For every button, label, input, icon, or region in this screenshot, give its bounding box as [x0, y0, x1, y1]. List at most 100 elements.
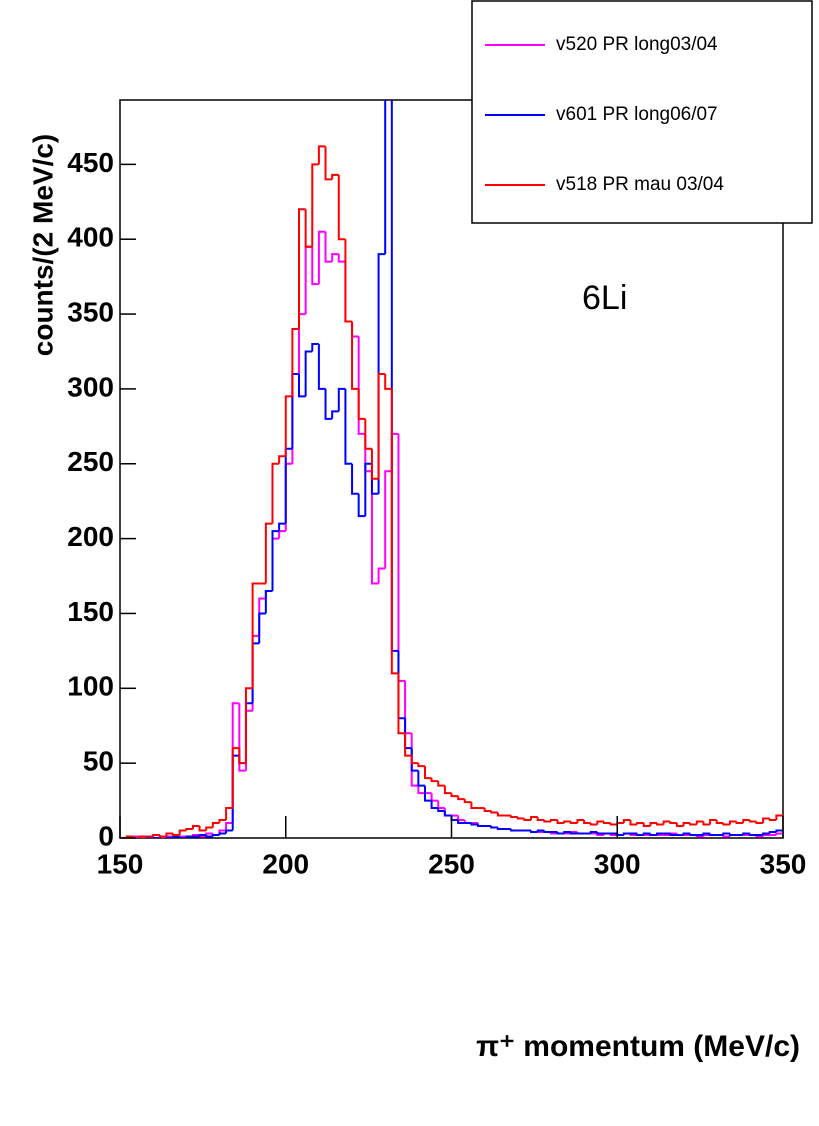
histogram-bin — [417, 770, 425, 787]
histogram-bin — [351, 463, 359, 495]
histogram-bin — [364, 418, 372, 450]
histogram-bin — [742, 832, 750, 836]
histogram-bin — [689, 833, 697, 837]
histogram-bin — [198, 826, 207, 832]
histogram-bin — [556, 832, 565, 835]
histogram-bin — [450, 793, 459, 798]
histogram-bin — [417, 763, 425, 768]
histogram-bin — [384, 373, 392, 390]
histograms — [120, 100, 783, 838]
histogram-bin — [748, 820, 757, 823]
histogram-bin — [278, 522, 286, 532]
histogram-bin — [748, 833, 757, 837]
histogram-bin — [742, 819, 750, 824]
histogram-bin — [569, 832, 578, 835]
histogram-bin — [490, 811, 498, 814]
histogram-bin — [417, 785, 425, 795]
histogram-bin — [543, 830, 551, 834]
y-axis-label: counts/(2 MeV/c) — [27, 134, 58, 356]
y-tick-label: 50 — [83, 746, 114, 777]
histogram-bin — [298, 208, 306, 330]
histogram-bin — [271, 462, 280, 524]
histogram-bin — [191, 825, 200, 830]
histogram-bin — [430, 800, 439, 810]
y-tick-label: 150 — [67, 596, 114, 627]
histogram-bin — [370, 471, 379, 585]
legend-label: v601 PR long06/07 — [556, 104, 718, 125]
histogram-bin — [390, 388, 399, 675]
histogram-bin — [324, 146, 333, 181]
histogram-bin — [384, 100, 387, 255]
histogram-bin — [218, 832, 227, 836]
x-tick-label: 150 — [97, 848, 144, 879]
y-tick-label: 300 — [67, 371, 114, 402]
histogram-bin — [317, 145, 326, 165]
histogram-bin — [483, 808, 492, 813]
histogram-bin — [218, 819, 227, 824]
histogram-bin — [311, 246, 319, 286]
histogram-bin — [775, 814, 783, 821]
histogram-bin — [443, 811, 452, 817]
histogram-bin — [602, 821, 611, 825]
histogram-bin — [370, 448, 379, 480]
histogram-bin — [437, 808, 445, 813]
histogram-bin — [642, 832, 651, 836]
histogram-bin — [198, 834, 207, 837]
histogram-bin — [622, 832, 631, 836]
histogram-bin — [337, 387, 346, 412]
histogram-bin — [496, 812, 505, 817]
histogram-bin — [430, 793, 439, 802]
histogram-bin — [649, 833, 658, 837]
y-tick-label: 400 — [67, 222, 114, 253]
histogram-bin — [244, 687, 253, 764]
histogram-bin — [583, 820, 591, 825]
histogram-bin — [762, 817, 770, 824]
histogram-bin — [437, 800, 445, 810]
histogram-bin — [284, 395, 293, 457]
histogram-bin — [689, 823, 697, 826]
histogram-bin — [543, 820, 551, 823]
histogram-bin — [423, 766, 432, 780]
histogram-bin — [457, 796, 465, 801]
histogram-bin — [589, 823, 598, 826]
histogram-bin — [437, 781, 445, 787]
x-tick-label: 300 — [594, 848, 641, 879]
histogram-bin — [695, 820, 704, 825]
histogram-bin — [762, 834, 770, 837]
histogram-bin — [682, 832, 691, 836]
x-tick-label: 250 — [428, 848, 475, 879]
histogram-bin — [457, 820, 465, 825]
histogram-bin — [172, 835, 180, 838]
x-axis-label: π⁺ momentum (MeV/c) — [476, 1030, 800, 1063]
histogram-bin — [728, 820, 737, 825]
legend-label: v520 PR long03/04 — [556, 34, 718, 55]
histogram-bin — [768, 831, 777, 834]
histogram-bin — [430, 778, 439, 783]
histogram-bin — [311, 343, 319, 352]
histogram-bin — [775, 829, 783, 833]
histogram-bin — [536, 829, 545, 833]
y-tick-label: 350 — [67, 296, 114, 327]
histogram-bin — [722, 823, 730, 826]
histogram-bin — [377, 567, 386, 584]
histogram-bin — [722, 832, 730, 836]
histogram-bin — [622, 819, 631, 824]
histogram-bin — [404, 733, 412, 757]
histogram-bin — [536, 817, 545, 822]
histogram-bin — [669, 821, 677, 825]
histogram-bin — [616, 822, 624, 825]
histogram-bin — [331, 410, 339, 419]
histogram-bin — [463, 799, 472, 804]
histogram-bin — [709, 833, 717, 837]
histogram-bin — [675, 823, 684, 828]
histogram-bin — [589, 831, 598, 834]
histogram-bin — [311, 163, 319, 247]
histogram-bin — [397, 433, 406, 682]
histogram-bin — [768, 818, 777, 822]
histogram-bin — [609, 823, 618, 826]
histogram-bin — [530, 816, 538, 821]
histogram-bin — [702, 832, 711, 836]
histogram-bin — [755, 821, 764, 825]
histogram-bin — [596, 832, 604, 835]
